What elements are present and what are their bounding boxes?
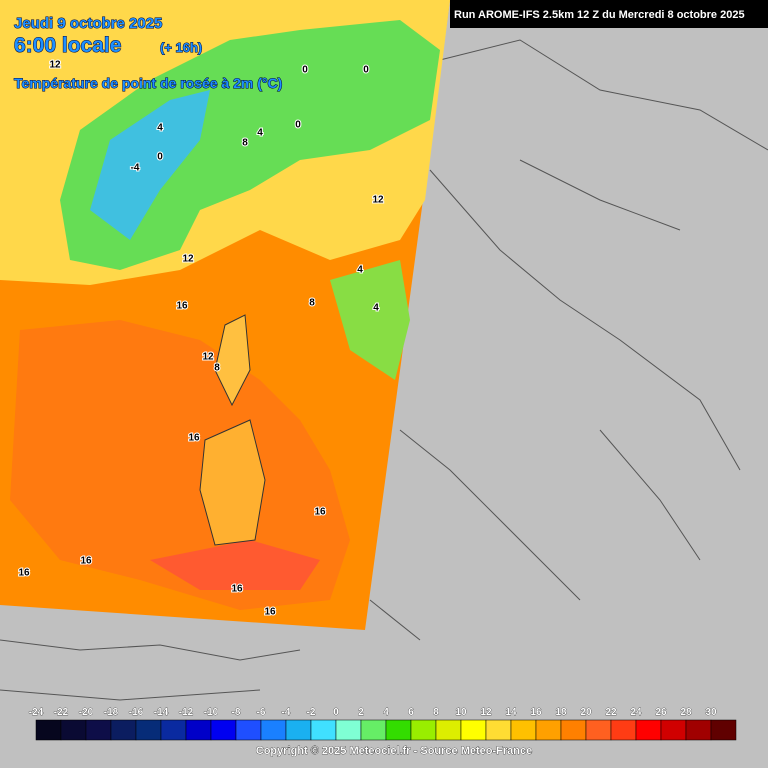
time: 6:00 locale bbox=[14, 34, 121, 57]
contour-label: 8 bbox=[214, 363, 220, 374]
date: Jeudi 9 octobre 2025 bbox=[14, 15, 162, 32]
colorbar-swatch bbox=[310, 719, 337, 741]
colorbar-swatch bbox=[710, 719, 737, 741]
contour-label: 16 bbox=[176, 301, 188, 312]
colorbar-label: 18 bbox=[555, 707, 567, 718]
colorbar-label: -4 bbox=[282, 707, 291, 718]
contour-label: -4 bbox=[131, 163, 140, 174]
contour-label: 12 bbox=[202, 352, 214, 363]
colorbar-label: -22 bbox=[54, 707, 69, 718]
colorbar-label: 20 bbox=[580, 707, 592, 718]
colorbar-label: -20 bbox=[79, 707, 94, 718]
green-zone bbox=[60, 20, 440, 270]
contour-label: 0 bbox=[363, 65, 369, 76]
colorbar-swatch bbox=[460, 719, 487, 741]
colorbar-label: -6 bbox=[257, 707, 266, 718]
coast bbox=[0, 639, 301, 701]
colorbar-swatch bbox=[135, 719, 162, 741]
colorbar-label: 8 bbox=[433, 707, 439, 718]
copyright: Copyright © 2025 Meteociel.fr - Source M… bbox=[256, 745, 532, 757]
contour-label: 16 bbox=[188, 433, 200, 444]
cold-zone bbox=[90, 90, 210, 240]
colorbar-label: 28 bbox=[680, 707, 692, 718]
colorbar-swatch bbox=[660, 719, 687, 741]
colorbar-swatch bbox=[235, 719, 262, 741]
colorbar-label: -18 bbox=[104, 707, 119, 718]
colorbar-label: -14 bbox=[154, 707, 169, 718]
colorbar-label: 16 bbox=[530, 707, 542, 718]
colorbar-label: 0 bbox=[333, 707, 339, 718]
colorbar-label: -8 bbox=[232, 707, 241, 718]
sardinia bbox=[199, 419, 266, 546]
colorbar-label: -24 bbox=[29, 707, 44, 718]
colorbar-swatch bbox=[360, 719, 387, 741]
contour-label: 16 bbox=[314, 507, 326, 518]
contour-label: 16 bbox=[18, 568, 30, 579]
colorbar-swatch bbox=[60, 719, 87, 741]
colorbar-swatch bbox=[510, 719, 537, 741]
colorbar-swatch bbox=[35, 719, 62, 741]
field-name: Température de point de rosée à 2m (°C) bbox=[14, 75, 282, 91]
colorbar-swatch bbox=[85, 719, 112, 741]
colorbar-swatch bbox=[260, 719, 287, 741]
contour-label: 8 bbox=[309, 298, 315, 309]
green-zone-east bbox=[330, 260, 410, 380]
warm-zone bbox=[10, 320, 350, 610]
colorbar-label: 24 bbox=[630, 707, 642, 718]
colorbar-swatch bbox=[335, 719, 362, 741]
contour-label: 16 bbox=[264, 607, 276, 618]
colorbar-swatch bbox=[285, 719, 312, 741]
colorbar-swatch bbox=[535, 719, 562, 741]
colorbar-label: 10 bbox=[455, 707, 467, 718]
colorbar-swatch bbox=[560, 719, 587, 741]
borders bbox=[369, 39, 768, 641]
colorbar-swatch bbox=[485, 719, 512, 741]
colorbar-swatch bbox=[110, 719, 137, 741]
contour-label: 12 bbox=[49, 60, 61, 71]
colorbar-label: 14 bbox=[505, 707, 517, 718]
colorbar-label: 12 bbox=[480, 707, 492, 718]
contour-label: 4 bbox=[257, 128, 263, 139]
contour-label: 16 bbox=[80, 556, 92, 567]
contour-label: 4 bbox=[157, 123, 163, 134]
colorbar-label: 22 bbox=[605, 707, 617, 718]
colorbar-label: 2 bbox=[358, 707, 364, 718]
colorbar-label: 26 bbox=[655, 707, 667, 718]
colorbar-swatch bbox=[435, 719, 462, 741]
colorbar-label: -10 bbox=[204, 707, 219, 718]
colorbar-swatch bbox=[385, 719, 412, 741]
contour-label: 12 bbox=[182, 254, 194, 265]
contour-label: 12 bbox=[372, 195, 384, 206]
colorbar-label: 30 bbox=[705, 707, 717, 718]
colorbar-swatch bbox=[185, 719, 212, 741]
run-info: Run AROME-IFS 2.5km 12 Z du Mercredi 8 o… bbox=[454, 9, 745, 21]
contour-label: 0 bbox=[302, 65, 308, 76]
colorbar-swatch bbox=[160, 719, 187, 741]
contour-label: 8 bbox=[242, 138, 248, 149]
run-banner bbox=[450, 0, 768, 28]
colorbar-swatch bbox=[210, 719, 237, 741]
colorbar-swatch bbox=[610, 719, 637, 741]
colorbar-label: 6 bbox=[408, 707, 414, 718]
contour-label: 4 bbox=[373, 303, 379, 314]
colorbar-swatch bbox=[410, 719, 437, 741]
contour-label: 4 bbox=[357, 265, 363, 276]
contour-label: 0 bbox=[295, 120, 301, 131]
colorbar-label: -12 bbox=[179, 707, 194, 718]
contour-label: 16 bbox=[231, 584, 243, 595]
hot-zone bbox=[150, 540, 320, 590]
corsica bbox=[214, 314, 251, 407]
colorbar-swatch bbox=[685, 719, 712, 741]
colorbar-label: 4 bbox=[383, 707, 389, 718]
colorbar-label: -2 bbox=[307, 707, 316, 718]
colorbar-label: -16 bbox=[129, 707, 144, 718]
lead-time: (+ 16h) bbox=[160, 40, 202, 55]
colorbar-swatch bbox=[635, 719, 662, 741]
colorbar-swatch bbox=[585, 719, 612, 741]
contour-label: 0 bbox=[157, 152, 163, 163]
